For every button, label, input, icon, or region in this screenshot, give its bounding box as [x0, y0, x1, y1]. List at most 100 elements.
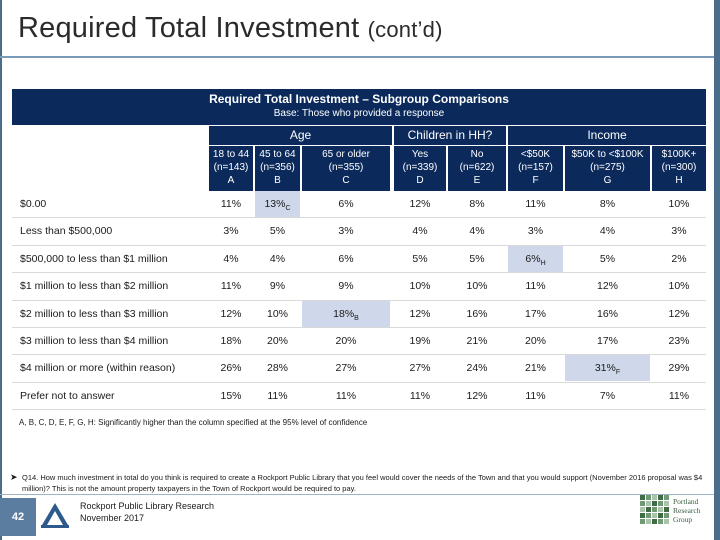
column-header-n: (n=339) — [402, 162, 438, 173]
footer-date: November 2017 — [80, 513, 145, 523]
column-header-letter: F — [532, 175, 539, 186]
table-cell: 3% — [508, 218, 563, 244]
cell-value: 3% — [671, 225, 687, 238]
question-note-text: Q14. How much investment in total do you… — [22, 473, 703, 493]
cell-value: 5% — [269, 225, 286, 238]
column-header-letter: B — [274, 175, 281, 186]
table-banner: Required Total Investment – Subgroup Com… — [12, 89, 706, 125]
cell-value: 31% — [594, 362, 616, 375]
question-note: ➤ Q14. How much investment in total do y… — [10, 472, 708, 494]
cell-value: 11% — [409, 389, 431, 402]
slide-title-main: Required Total Investment — [18, 12, 360, 44]
grid-logo-cell — [640, 513, 645, 518]
cell-value: 20% — [524, 334, 546, 347]
grid-logo-cell — [664, 513, 669, 518]
row-label: $4 million or more (within reason) — [20, 362, 176, 375]
table-row: $4 million or more (within reason) 26% 28%… — [12, 355, 706, 383]
table-cell: 3% — [209, 218, 253, 244]
grid-logo-cell — [652, 513, 657, 518]
table-cell: 13%C — [255, 191, 300, 217]
cell-value: 12% — [220, 307, 242, 320]
column-header-n: (n=622) — [459, 162, 495, 173]
table-cell: 24% — [448, 355, 506, 381]
table-cell: 4% — [448, 218, 506, 244]
table-cell: 2% — [652, 246, 706, 272]
table-cell: 8% — [565, 191, 650, 217]
table-cell: 10% — [448, 273, 506, 299]
cell-value: 3% — [527, 225, 544, 238]
column-header-letter: H — [675, 175, 683, 186]
grid-logo-cell — [646, 519, 651, 524]
cell-value: 9% — [338, 280, 354, 293]
slide-frame-left — [0, 0, 2, 540]
table-cell: 12% — [209, 301, 253, 327]
column-header: $50K to <$100K (n=275) G — [565, 146, 650, 191]
table-cell: 20% — [302, 328, 390, 354]
table-cell: 6%H — [508, 245, 563, 272]
column-header-label: 65 or older — [322, 149, 370, 160]
table-cell: 21% — [448, 328, 506, 354]
table-cell: 15% — [209, 383, 253, 409]
library-logo-icon — [38, 499, 72, 531]
cell-value: 11% — [335, 389, 357, 402]
column-header-letter: C — [342, 175, 350, 186]
cell-value: 3% — [338, 225, 354, 238]
table-cell: 4% — [209, 246, 253, 272]
table-cell: 17% — [508, 301, 563, 327]
row-label: $3 million to less than $4 million — [20, 334, 169, 347]
table-cell: 18%B — [302, 300, 390, 327]
cell-value: 4% — [469, 225, 485, 238]
table-cell: 6% — [302, 191, 390, 217]
grid-logo-cell — [640, 507, 645, 512]
table-cell: 7% — [565, 383, 650, 409]
table-cell: 19% — [394, 328, 446, 354]
column-header: 65 or older (n=355) C — [302, 146, 390, 191]
table-row: Less than $500,000 3% 5% 3% 4% 4% 3% 4% 3% — [12, 218, 706, 246]
cell-value: 27% — [409, 362, 431, 375]
cell-value: 6% — [525, 252, 541, 265]
brand-text: Portland Research Group — [673, 497, 700, 524]
footer-text: Rockport Public Library Research Novembe… — [80, 500, 214, 524]
column-header-letter: A — [227, 175, 235, 186]
column-header: No (n=622) E — [448, 146, 506, 191]
table-cell: 12% — [565, 273, 650, 299]
cell-value: 18% — [220, 334, 242, 347]
cell-value: 11% — [220, 280, 242, 293]
cell-value: 11% — [525, 280, 546, 293]
column-header-label: <$50K — [520, 149, 551, 160]
column-header-label: 18 to 44 — [212, 149, 250, 160]
footer-rule — [0, 494, 714, 495]
table-body: $0.00 11% 13%C 6% 12% 8% 11% 8% 10% Less than $50… — [12, 191, 706, 411]
cell-value: 5% — [412, 252, 428, 265]
grid-logo-cell — [652, 501, 657, 506]
table-cell: 4% — [394, 218, 446, 244]
table-cell: 11% — [508, 383, 563, 409]
cell-value: 29% — [668, 362, 690, 375]
row-label: $1 million to less than $2 million — [20, 280, 169, 293]
column-header: <$50K (n=157) F — [508, 146, 563, 191]
table-cell: 26% — [209, 355, 253, 381]
group-header-age: Age — [209, 126, 392, 145]
table-title: Required Total Investment – Subgroup Com… — [209, 92, 509, 106]
table-cell: 27% — [302, 355, 390, 381]
grid-logo-cell — [640, 519, 645, 524]
cell-value: 21% — [524, 362, 546, 375]
cell-value: 6% — [338, 198, 354, 210]
column-header-n: (n=355) — [328, 162, 364, 173]
cell-value: 17% — [524, 307, 546, 320]
table-cell: 11% — [652, 383, 706, 409]
column-header-letter: D — [416, 175, 424, 186]
table-cell: 12% — [394, 191, 446, 217]
grid-logo-cell — [640, 495, 645, 500]
cell-value: 10% — [409, 280, 431, 293]
table-row: $2 million to less than $3 million 12% 10%… — [12, 300, 706, 328]
table-cell: 3% — [652, 218, 706, 244]
group-header-children: Children in HH? — [394, 126, 506, 145]
table-cell: 12% — [652, 301, 706, 327]
cell-value: 15% — [220, 389, 242, 402]
title-rule — [0, 56, 714, 58]
table-cell: 20% — [255, 328, 300, 354]
cell-value: 6% — [338, 252, 354, 265]
table-cell: 10% — [255, 301, 300, 327]
